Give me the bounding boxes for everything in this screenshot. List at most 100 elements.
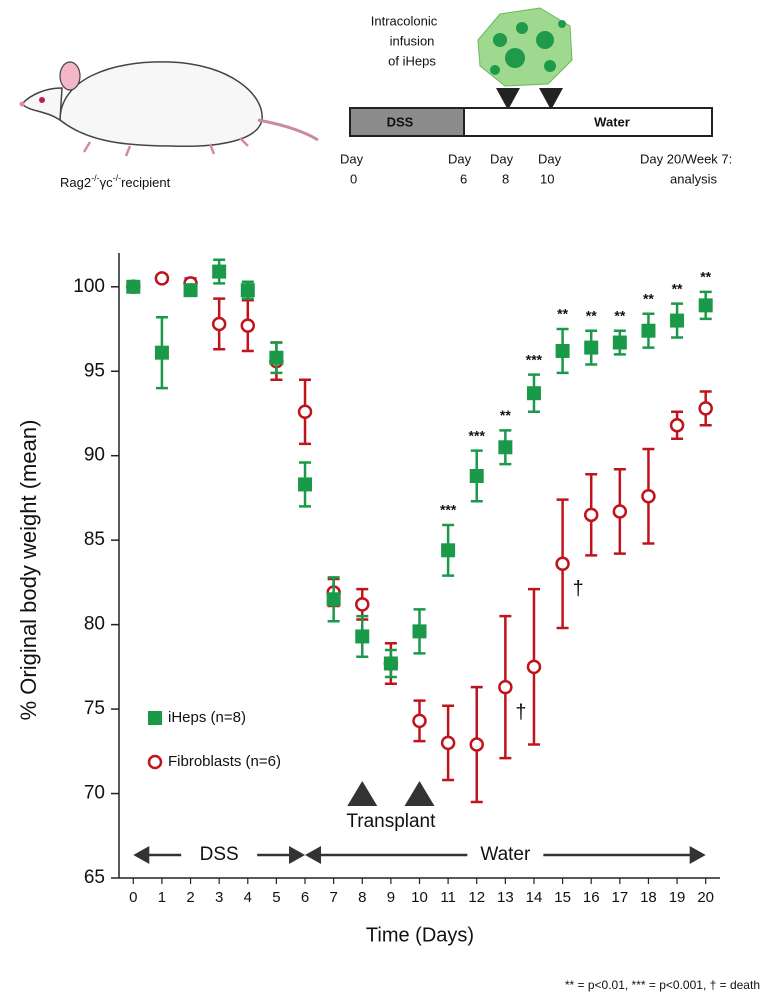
marker-square [126, 279, 141, 294]
caption-part: Rag2 [60, 175, 91, 190]
marker-circle [355, 597, 370, 612]
x-tick-label: 7 [329, 889, 337, 906]
marker-circle [583, 507, 599, 523]
phase-label: DSS [200, 844, 239, 865]
day-labels: Day 0 Day 6 Day 8 Day 10 Day 20/Week 7: … [340, 151, 732, 186]
x-tick-label: 0 [129, 889, 137, 906]
significance-label: ** [700, 269, 711, 285]
x-axis-label: Time (Days) [366, 924, 474, 946]
marker-square [183, 283, 198, 298]
marker-square [641, 323, 656, 338]
significance-label: ** [643, 291, 654, 307]
transplant-marker [404, 781, 435, 806]
legend-square [148, 711, 162, 725]
significance-label: ** [672, 280, 683, 296]
infusion-label: Intracolonic [371, 13, 438, 28]
marker-square [383, 656, 398, 671]
marker-circle [211, 316, 227, 332]
y-axis-label: % Original body weight (mean) [16, 420, 41, 721]
y-tick-label: 90 [84, 445, 105, 466]
marker-square [555, 343, 570, 358]
x-tick-label: 14 [526, 889, 543, 906]
day-label: Day [538, 151, 562, 166]
transplant-label: Transplant [346, 811, 436, 832]
x-tick-label: 20 [697, 889, 714, 906]
y-tick-label: 100 [73, 276, 105, 297]
infusion-arrows [496, 88, 563, 110]
marker-square [154, 345, 169, 360]
marker-square [412, 624, 427, 639]
caption-part: recipient [121, 175, 171, 190]
marker-circle [412, 713, 427, 729]
water-box [463, 107, 713, 137]
marker-square [612, 335, 627, 350]
death-marker: † [515, 701, 526, 723]
day-label: analysis [670, 171, 717, 186]
marker-square [526, 386, 541, 401]
marker-square [498, 440, 513, 455]
marker-circle [154, 271, 170, 286]
y-tick-label: 95 [84, 360, 105, 381]
day-label: Day [490, 151, 514, 166]
x-tick-label: 1 [158, 889, 166, 906]
y-tick-label: 65 [84, 867, 105, 888]
x-tick-label: 12 [468, 889, 485, 906]
marker-circle [297, 404, 313, 420]
marker-circle [669, 418, 685, 433]
day-label: Day [448, 151, 472, 166]
infusion-label: infusion [390, 33, 435, 48]
caption-sup: -/- [113, 173, 122, 183]
caption-sup: -/- [91, 173, 100, 183]
dss-label: DSS [387, 114, 414, 129]
significance-label: *** [526, 351, 543, 367]
dss-box [349, 107, 465, 137]
x-tick-label: 13 [497, 889, 514, 906]
transplant-marker [347, 781, 378, 806]
x-tick-label: 10 [411, 889, 428, 906]
marker-square [698, 298, 713, 313]
x-tick-label: 2 [186, 889, 194, 906]
x-tick-label: 4 [244, 889, 252, 906]
marker-square [298, 477, 313, 492]
day-label: 6 [460, 171, 467, 186]
marker-circle [440, 735, 456, 751]
significance-label: ** [500, 407, 511, 423]
marker-square [441, 543, 456, 558]
x-tick-label: 11 [440, 889, 456, 906]
y-tick-label: 75 [84, 698, 105, 719]
footnote: ** = p<0.01, *** = p<0.001, † = death [565, 978, 760, 992]
marker-circle [698, 401, 713, 416]
mouse-illustration [19, 61, 319, 157]
marker-circle [498, 679, 513, 695]
marker-square [584, 340, 599, 355]
y-tick-label: 70 [84, 783, 105, 804]
caption-part: γc [100, 175, 114, 190]
legend-label: Fibroblasts (n=6) [168, 753, 281, 770]
phase-label-bg [467, 843, 544, 867]
day-label: 10 [540, 171, 554, 186]
marker-square [469, 468, 484, 483]
x-tick-label: 6 [301, 889, 309, 906]
day-label: Day 20/Week 7: [640, 151, 732, 166]
legend-circle [147, 754, 163, 770]
x-tick-label: 18 [640, 889, 657, 906]
phase-label-bg [181, 843, 258, 867]
x-tick-label: 9 [387, 889, 395, 906]
x-tick-label: 16 [583, 889, 600, 906]
legend-label: iHeps (n=8) [168, 709, 246, 726]
marker-square [240, 283, 255, 298]
x-tick-label: 5 [272, 889, 280, 906]
water-label: Water [594, 114, 630, 129]
significance-label: ** [614, 307, 625, 323]
y-tick-label: 80 [84, 614, 105, 635]
x-tick-label: 17 [611, 889, 628, 906]
day-label: 8 [502, 171, 509, 186]
significance-label: *** [440, 502, 457, 518]
marker-circle [555, 556, 570, 572]
x-tick-label: 15 [554, 889, 571, 906]
x-tick-label: 8 [358, 889, 366, 906]
marker-square [212, 264, 227, 279]
